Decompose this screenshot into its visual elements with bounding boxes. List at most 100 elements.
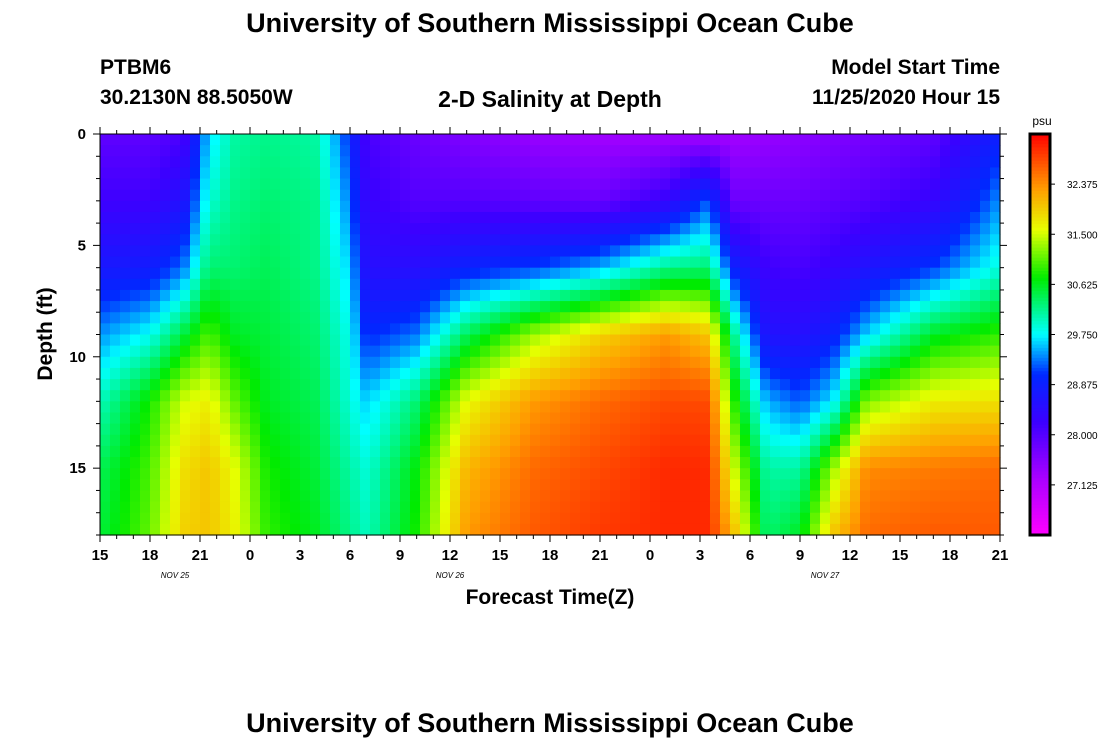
heatmap-cell [250,345,261,358]
heatmap-cell [750,189,761,202]
heatmap-cell [800,256,811,269]
heatmap-cell [950,234,961,246]
heatmap-cell [580,323,591,336]
heatmap-cell [340,457,351,469]
heatmap-cell [330,423,341,436]
heatmap-cell [270,211,281,224]
heatmap-cell [670,256,681,269]
heatmap-cell [790,234,801,246]
colorbar-segment [1030,167,1050,172]
heatmap-cell [500,401,511,414]
heatmap-cell [360,312,371,324]
heatmap-cell [950,189,961,202]
heatmap-cell [830,301,841,313]
heatmap-cell [520,479,531,492]
heatmap-cell [300,412,311,425]
heatmap-cell [680,457,691,469]
heatmap-cell [950,312,961,324]
colorbar-segment [1030,180,1050,185]
heatmap-cell [580,423,591,436]
heatmap-cell [610,379,621,391]
heatmap-cell [770,512,781,525]
heatmap-cell [870,223,881,235]
heatmap-cell [580,434,591,447]
heatmap-cell [940,334,951,347]
heatmap-cell [910,234,921,246]
colorbar-segment [1030,481,1050,486]
heatmap-cell [200,223,211,235]
heatmap-cell [830,167,841,180]
heatmap-cell [970,412,981,425]
heatmap-cell [760,523,771,536]
heatmap-cell [290,134,301,146]
heatmap-cell [150,278,161,291]
heatmap-cell [970,178,981,191]
heatmap-cell [630,167,641,180]
heatmap-cell [310,256,321,269]
heatmap-cell [180,479,191,492]
heatmap-cell [560,445,571,458]
heatmap-cell [340,412,351,425]
heatmap-cell [720,178,731,191]
heatmap-cell [820,512,831,525]
heatmap-cell [640,379,651,391]
heatmap-cell [180,145,191,157]
heatmap-cell [420,412,431,425]
heatmap-cell [350,323,361,336]
heatmap-cell [610,512,621,525]
heatmap-cell [160,523,171,536]
heatmap-cell [130,512,141,525]
x-date-label: NOV 26 [436,571,465,580]
heatmap-cell [860,301,871,313]
heatmap-cell [680,479,691,492]
heatmap-cell [410,468,421,480]
heatmap-cell [140,312,151,324]
heatmap-cell [920,367,931,380]
heatmap-cell [940,256,951,269]
heatmap-cell [750,234,761,246]
heatmap-cell [590,156,601,169]
heatmap-cell [940,501,951,514]
heatmap-cell [890,434,901,447]
heatmap-cell [960,445,971,458]
heatmap-cell [840,178,851,191]
heatmap-cell [120,423,131,436]
heatmap-cell [980,234,991,246]
heatmap-cell [670,200,681,213]
x-tick-label: 18 [542,547,559,564]
heatmap-cell [800,245,811,258]
heatmap-cell [560,390,571,402]
heatmap-cell [180,334,191,347]
heatmap-cell [220,401,231,414]
heatmap-cell [320,334,331,347]
heatmap-cell [370,211,381,224]
heatmap-cell [190,156,201,169]
heatmap-cell [890,501,901,514]
heatmap-cell [240,334,251,347]
heatmap-cell [830,267,841,280]
heatmap-cell [140,223,151,235]
heatmap-cell [920,145,931,157]
heatmap-cell [380,312,391,324]
heatmap-cell [120,523,131,536]
heatmap-cell [530,490,541,503]
heatmap-cell [470,367,481,380]
heatmap-cell [930,345,941,358]
heatmap-cell [320,289,331,302]
heatmap-cell [940,156,951,169]
heatmap-cell [330,267,341,280]
heatmap-cell [200,156,211,169]
heatmap-cell [860,345,871,358]
heatmap-cell [230,390,241,402]
heatmap-cell [900,156,911,169]
heatmap-cell [740,134,751,146]
colorbar-segment [1030,294,1050,299]
heatmap-cell [380,334,391,347]
heatmap-cell [110,301,121,313]
heatmap-cell [540,278,551,291]
heatmap-cell [200,445,211,458]
heatmap-cell [600,523,611,536]
heatmap-cell [900,334,911,347]
heatmap-cell [990,468,1001,480]
heatmap-cell [930,334,941,347]
